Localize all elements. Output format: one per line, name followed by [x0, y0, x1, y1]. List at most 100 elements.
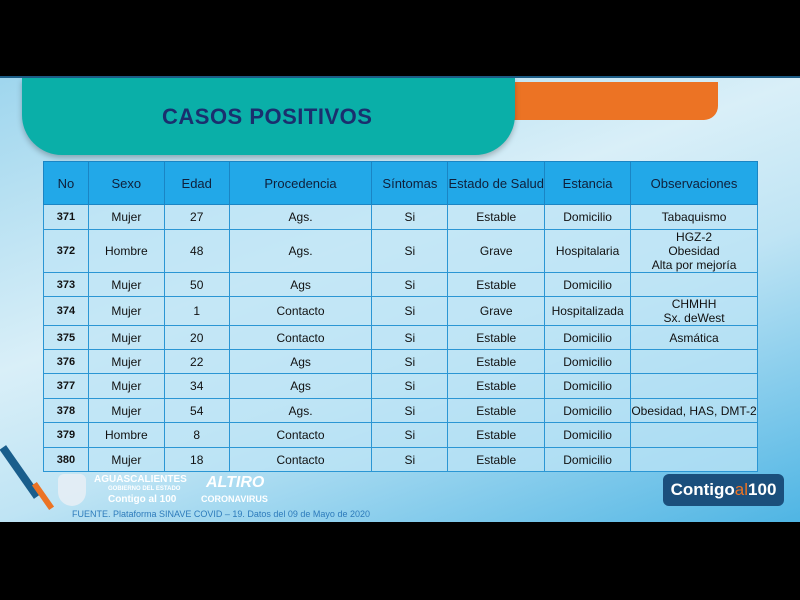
table-cell: Si: [371, 422, 449, 448]
table-cell: [630, 447, 758, 472]
table-cell: Si: [371, 272, 449, 297]
table-cell: Si: [371, 296, 449, 326]
table-cell: 373: [43, 272, 89, 297]
table-cell: Ags: [228, 272, 373, 297]
table-cell: Domicilio: [544, 349, 632, 374]
table-cell: 8: [163, 422, 230, 448]
source-footer: FUENTE. Plataforma SINAVE COVID – 19. Da…: [72, 509, 370, 519]
government-logos: AGUASCALIENTES GOBIERNO DEL ESTADO Conti…: [58, 474, 268, 506]
table-cell: Domicilio: [544, 422, 632, 448]
table-cell: 34: [163, 373, 230, 399]
table-cell: 20: [163, 325, 230, 350]
table-cell: Mujer: [87, 204, 165, 230]
altiro-logo: ALTIRO: [206, 474, 265, 491]
table-cell: 18: [163, 447, 230, 472]
table-cell: 378: [43, 398, 89, 423]
table-cell: Ags: [228, 373, 373, 399]
table-cell: Contacto: [228, 447, 373, 472]
table-cell: [630, 373, 758, 399]
table-cell: Estable: [447, 373, 546, 399]
table-cell: Ags.: [228, 229, 373, 273]
table-cell: Mujer: [87, 349, 165, 374]
table-cell: [630, 422, 758, 448]
table-cell: Grave: [447, 296, 546, 326]
table-cell: Domicilio: [544, 398, 632, 423]
cases-table: No Sexo Edad Procedencia Síntomas Estado de S…: [43, 161, 758, 472]
table-row: 374 Mujer 1 Contacto Si Grave Hospitalizada CHM…: [43, 296, 758, 326]
table-cell: Domicilio: [544, 373, 632, 399]
contigo-label: Contigo al 100: [108, 494, 177, 505]
table-cell: 380: [43, 447, 89, 472]
table-cell: Domicilio: [544, 204, 632, 230]
table-header: No Sexo Edad Procedencia Síntomas Estado de S…: [43, 161, 758, 205]
table-cell: Ags.: [228, 204, 373, 230]
column-header: No: [43, 161, 89, 205]
table-row: 376 Mujer 22 Ags Si Estable Domicilio: [43, 349, 758, 374]
table-cell: Contacto: [228, 296, 373, 326]
table-cell: 374: [43, 296, 89, 326]
table-cell: Tabaquismo: [630, 204, 758, 230]
table-cell: CHMHH Sx. deWest: [630, 296, 758, 326]
table-cell: Domicilio: [544, 272, 632, 297]
table-row: 375 Mujer 20 Contacto Si Estable Domicilio Asmá…: [43, 325, 758, 350]
badge-text: Contigo: [670, 480, 735, 499]
table-row: 372 Hombre 48 Ags. Si Grave Hospitalaria HGZ-2 …: [43, 229, 758, 273]
table-cell: 377: [43, 373, 89, 399]
table-cell: Grave: [447, 229, 546, 273]
table-cell: Mujer: [87, 296, 165, 326]
table-cell: Si: [371, 373, 449, 399]
state-name: AGUASCALIENTES: [94, 474, 187, 485]
table-row: 378 Mujer 54 Ags. Si Estable Domicilio Obesidad…: [43, 398, 758, 423]
table-cell: 371: [43, 204, 89, 230]
slide: CASOS POSITIVOS No Sexo Edad Procedencia Sín…: [0, 78, 800, 522]
table-cell: Mujer: [87, 447, 165, 472]
coat-of-arms-icon: [58, 474, 86, 506]
table-cell: Mujer: [87, 325, 165, 350]
table-cell: Hospitalizada: [544, 296, 632, 326]
table-cell: Si: [371, 398, 449, 423]
table-cell: Si: [371, 204, 449, 230]
table-cell: 48: [163, 229, 230, 273]
table-cell: Estable: [447, 272, 546, 297]
table-cell: 54: [163, 398, 230, 423]
table-cell: Ags.: [228, 398, 373, 423]
table-cell: Mujer: [87, 373, 165, 399]
table-cell: Ags: [228, 349, 373, 374]
table-cell: Domicilio: [544, 325, 632, 350]
table-cell: Obesidad, HAS, DMT-2: [630, 398, 758, 423]
table-cell: Asmática: [630, 325, 758, 350]
table-cell: Contacto: [228, 422, 373, 448]
decorative-stripe: [0, 445, 41, 499]
table-cell: Estable: [447, 447, 546, 472]
table-cell: Estable: [447, 204, 546, 230]
table-cell: [630, 272, 758, 297]
column-header: Observaciones: [630, 161, 758, 205]
table-cell: Hospitalaria: [544, 229, 632, 273]
gov-label: GOBIERNO DEL ESTADO: [108, 486, 181, 492]
table-cell: 376: [43, 349, 89, 374]
table-cell: Mujer: [87, 272, 165, 297]
table-cell: 375: [43, 325, 89, 350]
table-cell: Mujer: [87, 398, 165, 423]
table-row: 377 Mujer 34 Ags Si Estable Domicilio: [43, 373, 758, 399]
table-cell: Estable: [447, 422, 546, 448]
table-row: 371 Mujer 27 Ags. Si Estable Domicilio Tabaquis…: [43, 204, 758, 230]
table-cell: [630, 349, 758, 374]
table-cell: 379: [43, 422, 89, 448]
table-cell: Estable: [447, 325, 546, 350]
table-cell: Estable: [447, 398, 546, 423]
table-cell: 372: [43, 229, 89, 273]
table-cell: Si: [371, 229, 449, 273]
table-cell: Si: [371, 349, 449, 374]
table-cell: Hombre: [87, 229, 165, 273]
table-cell: Si: [371, 325, 449, 350]
table-row: 380 Mujer 18 Contacto Si Estable Domicilio: [43, 447, 758, 472]
column-header: Síntomas: [371, 161, 449, 205]
table-cell: Contacto: [228, 325, 373, 350]
column-header: Procedencia: [228, 161, 373, 205]
column-header: Estancia: [544, 161, 632, 205]
table-cell: Hombre: [87, 422, 165, 448]
title-banner: CASOS POSITIVOS: [22, 78, 515, 155]
table-cell: Domicilio: [544, 447, 632, 472]
table-cell: 27: [163, 204, 230, 230]
